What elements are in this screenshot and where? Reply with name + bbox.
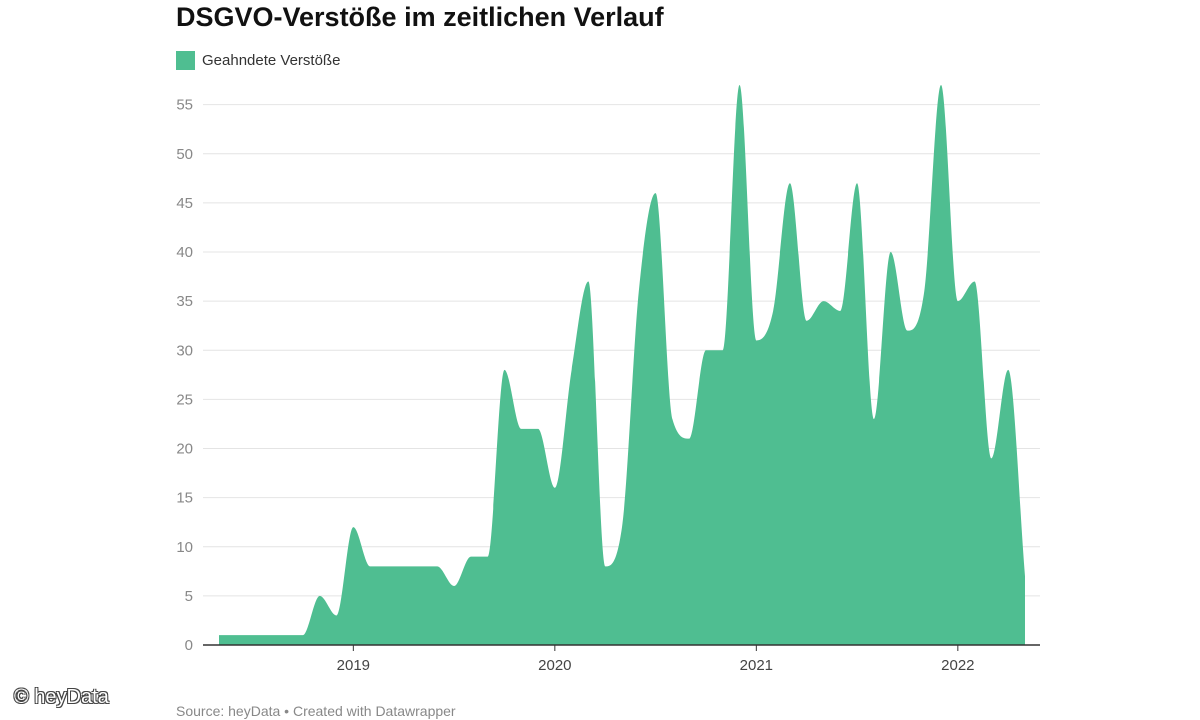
y-tick-label-40: 40: [176, 244, 193, 261]
legend-swatch: [176, 51, 195, 70]
chart-title: DSGVO-Verstöße im zeitlichen Verlauf: [176, 2, 664, 32]
y-tick-label-5: 5: [185, 588, 193, 605]
x-tick-label-2020: 2020: [538, 657, 571, 674]
y-tick-label-55: 55: [176, 97, 193, 114]
y-tick-label-0: 0: [185, 637, 193, 654]
y-tick-label-35: 35: [176, 293, 193, 310]
x-tick-label-2021: 2021: [740, 657, 773, 674]
y-tick-label-50: 50: [176, 146, 193, 163]
x-axis-ticks: 2019 2020 2021 2022: [337, 645, 975, 674]
y-tick-label-25: 25: [176, 391, 193, 408]
series-area-shape: [219, 85, 1025, 645]
legend: Geahndete Verstöße: [176, 51, 340, 70]
watermark: © heyData: [14, 686, 109, 708]
series-area: [219, 85, 1025, 645]
x-tick-label-2022: 2022: [941, 657, 974, 674]
y-tick-label-30: 30: [176, 342, 193, 359]
y-tick-label-10: 10: [176, 539, 193, 556]
x-tick-label-2019: 2019: [337, 657, 370, 674]
y-axis-ticks: 0 5 10 15 20 25 30 35 40 45 50 55: [176, 97, 193, 654]
legend-label: Geahndete Verstöße: [202, 52, 341, 69]
source-note: Source: heyData • Created with Datawrapp…: [176, 703, 456, 719]
y-tick-label-45: 45: [176, 195, 193, 212]
y-tick-label-15: 15: [176, 490, 193, 507]
y-tick-label-20: 20: [176, 441, 193, 458]
